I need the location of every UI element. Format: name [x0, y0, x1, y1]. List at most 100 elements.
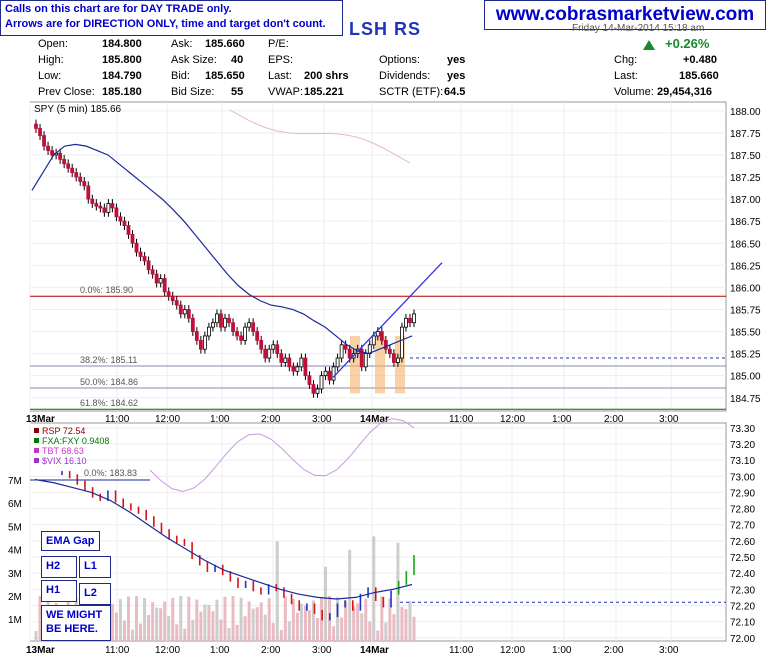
rs-tick-label: 72.80 [730, 505, 755, 516]
volume-bar [279, 630, 283, 641]
volume-bar [207, 604, 211, 641]
candle-body [323, 370, 328, 377]
time-tick-label: 2:00 [604, 414, 624, 425]
overlay-curve [229, 109, 411, 164]
candle-body [371, 335, 376, 346]
candle-body [335, 357, 340, 368]
rs-legend-entry: RSP 72.54 [42, 426, 85, 436]
bid-label: Bid: [171, 70, 190, 82]
candle-body [110, 203, 115, 209]
candle-body [255, 331, 260, 341]
disclaimer-box: Calls on this chart are for DAY TRADE on… [0, 0, 343, 36]
options-label: Options: [379, 54, 420, 66]
candle-body [295, 366, 300, 372]
prev-close-label: Prev Close: [38, 86, 95, 98]
price-tick-label: 186.75 [730, 217, 761, 228]
rs-time-tick-label: 1:00 [552, 645, 572, 656]
bid-value: 185.650 [205, 70, 245, 82]
up-arrow-icon [643, 40, 655, 50]
site-banner[interactable]: www.cobrasmarketview.com [484, 0, 766, 30]
volume-bar [315, 618, 319, 641]
volume-bar [275, 541, 279, 641]
volume-bar [263, 614, 267, 641]
pe-label: P/E: [268, 38, 289, 50]
volume-bar [283, 596, 287, 641]
rs-ema-line [34, 478, 413, 600]
volume-bar [231, 596, 235, 641]
price-tick-label: 187.00 [730, 195, 761, 206]
candle-body [178, 304, 183, 315]
volume-bar [388, 598, 392, 641]
volume-bar [255, 607, 259, 641]
candle-body [315, 388, 320, 394]
highlight-box [350, 335, 360, 394]
volume-bar [187, 596, 191, 641]
fib-label: 38.2%: 185.11 [80, 355, 137, 365]
volume-bar [299, 603, 303, 641]
rs-tick-label: 72.10 [730, 618, 755, 629]
candle-body [34, 123, 38, 129]
candle-body [287, 357, 292, 368]
candle-body [202, 335, 207, 350]
candle-body [375, 331, 380, 337]
options-value: yes [447, 54, 466, 66]
volume-bar [376, 630, 380, 641]
candle-body [319, 375, 324, 390]
rs-legend-entry: $VIX 16.10 [42, 456, 87, 466]
volume-bar [235, 624, 239, 641]
candle-body [186, 309, 191, 319]
rs-time-tick-label: 2:00 [604, 645, 624, 656]
highlight-box [395, 335, 405, 394]
rs-legend-swatch [34, 448, 39, 453]
rs-time-tick-label: 1:00 [210, 645, 230, 656]
open-label: Open: [38, 38, 68, 50]
candle-body [271, 344, 276, 350]
rs-time-tick-label: 12:00 [155, 645, 180, 656]
disclaimer-line-2: Arrows are for DIRECTION ONLY, time and … [5, 18, 326, 30]
volume-bar [203, 604, 207, 641]
vwap-label: VWAP: [268, 86, 304, 98]
volume-bar [356, 603, 360, 641]
volume-label: Volume: [614, 86, 654, 98]
chg-value: +0.480 [683, 54, 717, 66]
rs-tick-label: 73.00 [730, 472, 755, 483]
candle-body [215, 313, 219, 324]
time-tick-label: 1:00 [210, 414, 230, 425]
rs-tick-label: 72.50 [730, 553, 755, 564]
volume-bar [307, 610, 311, 641]
candle-body [387, 348, 392, 355]
volume-bar [400, 606, 404, 641]
candle-body [170, 295, 175, 302]
rs-legend-swatch [34, 458, 39, 463]
candle-body [227, 317, 231, 324]
candle-body [118, 216, 123, 222]
volume-bar [219, 619, 223, 641]
candle-body [383, 339, 388, 350]
candle-body [247, 322, 252, 328]
volume-bar [348, 549, 352, 641]
candle-body [363, 353, 368, 368]
rs-fib-label: 0.0%: 183.83 [84, 468, 137, 478]
volume-bar [287, 621, 291, 641]
price-tick-label: 185.00 [730, 372, 761, 383]
rs-time-tick-label: 11:00 [105, 645, 130, 656]
last-shares-value: 200 shrs [304, 70, 349, 82]
rs-tick-label: 73.20 [730, 440, 755, 451]
candle-body [404, 317, 408, 328]
candle-body [198, 339, 203, 350]
candle-body [66, 163, 71, 169]
volume-tick-label: 2M [8, 592, 22, 603]
sctr-value: 64.5 [444, 86, 466, 98]
rs-time-tick-label: 12:00 [500, 645, 525, 656]
candle-body [251, 322, 256, 332]
volume-bar [227, 628, 231, 641]
volume-bar [243, 616, 247, 641]
candle-body [259, 339, 264, 350]
price-tick-label: 186.25 [730, 261, 761, 272]
candle-body [78, 176, 83, 182]
candle-body [396, 357, 400, 363]
candle-body [102, 207, 107, 213]
candle-body [62, 158, 67, 165]
candle-body [347, 348, 352, 359]
candle-body [339, 344, 344, 359]
